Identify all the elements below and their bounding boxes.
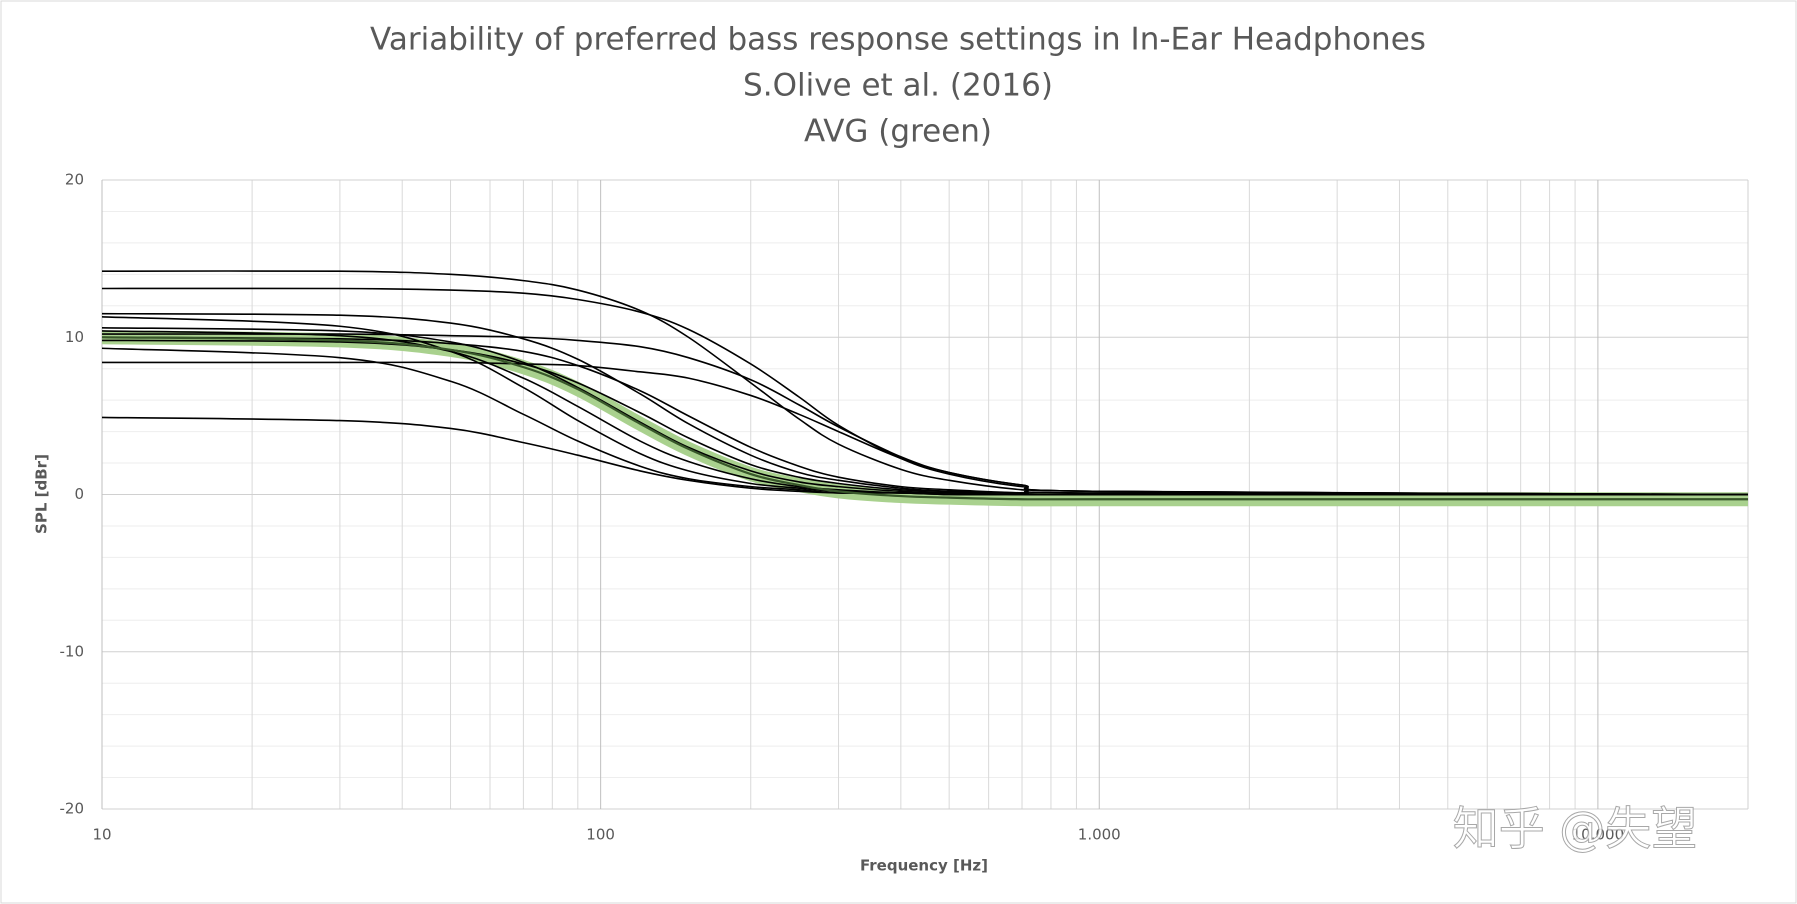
average-line [101, 336, 1748, 501]
x-axis-title: Frequency [Hz] [860, 857, 988, 875]
x-tick-label: 10.000 [1572, 826, 1625, 844]
y-tick-label: 10 [65, 328, 84, 346]
y-tick-label: -20 [60, 800, 85, 818]
response-curve [101, 336, 1749, 496]
chart-title: Variability of preferred bass response s… [370, 22, 1426, 58]
response-curve [101, 361, 1749, 496]
y-axis-title: SPL [dBr] [33, 454, 51, 534]
y-tick-label: 20 [65, 171, 84, 189]
x-tick-label: 100 [586, 826, 615, 844]
watermark: 知乎 @失望 [1453, 802, 1698, 856]
x-tick-label: 10 [92, 826, 111, 844]
y-tick-label: 0 [74, 485, 84, 503]
y-tick-label: -10 [60, 642, 85, 660]
x-tick-label: 1.000 [1078, 826, 1121, 844]
chart-subtitle: S.Olive et al. (2016) [743, 68, 1053, 104]
chart-subtitle: AVG (green) [804, 114, 992, 150]
plot-area [101, 270, 1749, 507]
